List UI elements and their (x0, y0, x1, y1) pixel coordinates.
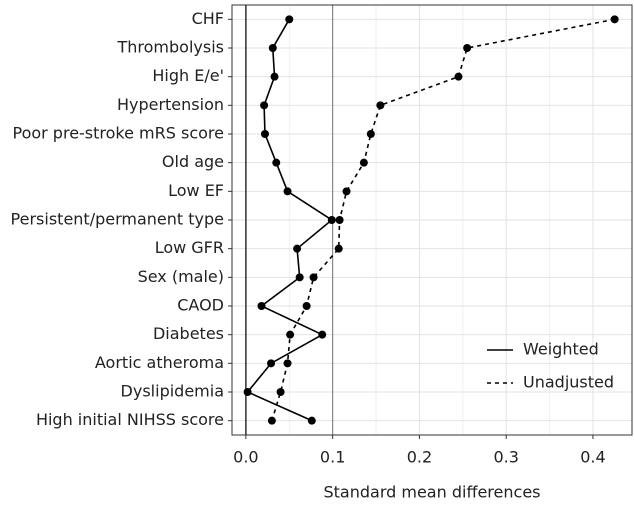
data-point (359, 158, 368, 167)
x-tick-label: 0.2 (407, 448, 432, 467)
data-point (463, 44, 472, 52)
y-tick-label: CHF (192, 9, 224, 28)
data-point (610, 15, 619, 24)
data-point (283, 187, 292, 196)
data-point (267, 416, 276, 425)
x-tick-label: 0.4 (580, 448, 605, 467)
data-point (327, 216, 336, 224)
data-point (267, 359, 276, 368)
data-point (454, 72, 463, 81)
data-point (283, 359, 292, 368)
x-tick-label: 0.0 (233, 448, 258, 467)
legend-label: Weighted (523, 340, 599, 359)
data-point (260, 130, 269, 138)
data-point (268, 44, 277, 52)
x-axis-label: Standard mean differences (324, 483, 541, 502)
y-tick-label: Low EF (168, 181, 224, 200)
data-point (260, 101, 269, 110)
y-tick-label: High E/e' (152, 66, 224, 85)
data-point (309, 273, 318, 282)
legend-label: Unadjusted (523, 373, 614, 392)
data-point (270, 72, 279, 81)
data-point (257, 302, 266, 310)
x-tick-label: 0.3 (493, 448, 518, 467)
y-tick-label: Low GFR (155, 238, 224, 257)
data-point (286, 330, 295, 339)
data-point (366, 130, 375, 138)
data-point (243, 388, 252, 396)
data-point (302, 302, 311, 310)
y-tick-label: Diabetes (153, 324, 224, 343)
data-point (376, 101, 385, 110)
data-point (285, 15, 294, 24)
y-tick-label: Hypertension (117, 95, 224, 114)
y-tick-label: Aortic atheroma (95, 353, 224, 372)
y-tick-label: High initial NIHSS score (36, 410, 224, 429)
y-tick-label: Sex (male) (138, 267, 224, 286)
y-tick-label: Old age (162, 152, 224, 171)
data-point (293, 244, 302, 253)
data-point (342, 187, 351, 196)
x-tick-label: 0.1 (320, 448, 345, 467)
y-tick-label: CAOD (177, 296, 224, 315)
plot-border (231, 4, 633, 436)
y-tick-label: Dyslipidemia (121, 382, 224, 401)
data-point (307, 416, 316, 425)
data-point (276, 388, 285, 396)
data-point (334, 244, 343, 253)
data-point (295, 273, 304, 282)
data-point (318, 330, 327, 339)
data-point (272, 158, 281, 167)
y-tick-label: Poor pre-stroke mRS score (12, 124, 224, 143)
data-point (335, 216, 344, 224)
y-tick-label: Persistent/permanent type (11, 210, 224, 229)
y-tick-label: Thrombolysis (117, 38, 225, 57)
